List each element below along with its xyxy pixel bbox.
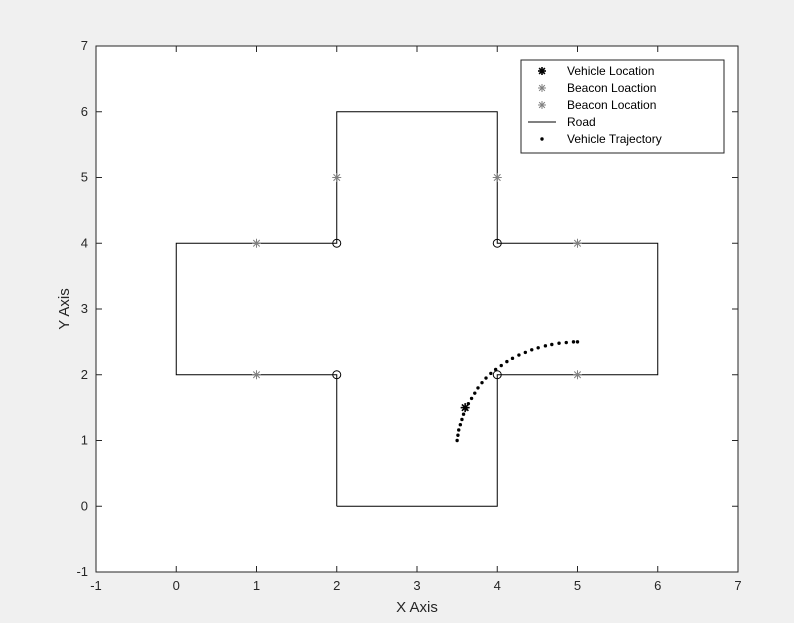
- legend-symbol-beacon-location: [538, 101, 546, 109]
- y-tick-label: 6: [81, 104, 88, 119]
- beacon-asterisk-marker-stroke: [493, 173, 501, 182]
- x-tick-label: -1: [90, 578, 102, 593]
- road-line: [175, 111, 659, 507]
- trajectory-point: [460, 417, 464, 422]
- trajectory-point: [510, 356, 515, 361]
- x-tick-label: 5: [574, 578, 581, 593]
- y-tick-label: 5: [81, 170, 88, 185]
- trajectory-point: [458, 423, 463, 427]
- trajectory-point: [550, 342, 554, 347]
- beacon-asterisk-marker: [252, 370, 261, 380]
- beacon-circle-marker: [332, 238, 342, 248]
- beacon-circle-marker: [332, 370, 342, 380]
- legend-symbol-vehicle-location: [538, 67, 546, 75]
- trajectory-point: [523, 350, 528, 355]
- trajectory-point: [575, 340, 580, 344]
- trajectory-point: [571, 340, 576, 344]
- trajectory-point: [517, 353, 521, 357]
- markers-layer: [252, 173, 582, 443]
- beacon-asterisk-marker-stroke: [252, 371, 261, 379]
- beacon-asterisk-marker-stroke: [573, 371, 582, 379]
- trajectory-point: [536, 346, 540, 350]
- beacon-asterisk-marker-stroke: [252, 239, 261, 247]
- y-tick-label: 2: [81, 367, 88, 382]
- legend-entry-vehicle-trajectory: Vehicle Trajectory: [567, 132, 662, 146]
- beacon-asterisk-marker: [573, 238, 582, 248]
- x-axis-label: X Axis: [396, 599, 438, 616]
- trajectory-point: [489, 371, 493, 376]
- x-tick-label: 0: [173, 578, 180, 593]
- x-tick-label: 2: [333, 578, 340, 593]
- trajectory-point: [499, 363, 503, 368]
- legend-symbol-vehicle-trajectory: [540, 137, 544, 141]
- beacon-asterisk-marker: [332, 173, 342, 182]
- trajectory-point: [480, 380, 484, 385]
- beacon-asterisk-marker-stroke: [573, 239, 582, 247]
- beacon-asterisk-marker-stroke: [333, 173, 341, 182]
- legend-symbols: [528, 67, 556, 141]
- trajectory-point: [473, 391, 477, 395]
- x-tick-label: 4: [494, 578, 501, 593]
- beacon-asterisk-marker: [492, 173, 502, 182]
- trajectory-point: [455, 438, 459, 443]
- trajectory-point: [530, 348, 534, 352]
- trajectory-point: [505, 359, 509, 364]
- y-tick-label: 7: [81, 38, 88, 53]
- x-tick-label: 7: [734, 578, 741, 593]
- y-tick-label: 0: [81, 498, 88, 513]
- y-axis-label: Y Axis: [56, 288, 73, 329]
- y-tick-label: 3: [81, 301, 88, 316]
- beacon-circle-marker: [492, 238, 502, 248]
- vehicle-location-marker-stroke: [461, 403, 469, 412]
- trajectory-point: [457, 428, 461, 432]
- legend-symbol-beacon-loaction: [538, 84, 546, 92]
- legend-entry-road: Road: [567, 115, 596, 129]
- ticks-layer: -1 0 1 2 3 4 5 6 7 -1 0 1 2 3 4 5 6 7: [76, 38, 741, 593]
- trajectory-point: [564, 340, 568, 345]
- beacon-asterisk-marker: [573, 370, 582, 380]
- legend-symbol-beacon-location-stroke: [538, 101, 546, 109]
- x-tick-label: 1: [253, 578, 260, 593]
- vehicle-location-marker: [460, 403, 470, 413]
- legend-box: [520, 59, 725, 154]
- legend-symbol-beacon-loaction-stroke: [538, 84, 546, 92]
- road-layer: [175, 111, 659, 507]
- y-tick-label: -1: [76, 564, 88, 579]
- beacon-circle-marker: [492, 370, 502, 380]
- trajectory-point: [456, 433, 460, 437]
- y-tick-label: 1: [81, 433, 88, 448]
- x-tick-label: 3: [413, 578, 420, 593]
- trajectory-point: [476, 386, 480, 390]
- trajectory-point: [484, 376, 488, 380]
- legend-entry-vehicle-location: Vehicle Location: [567, 64, 654, 78]
- y-tick-label: 4: [81, 235, 88, 250]
- x-tick-label: 6: [654, 578, 661, 593]
- trajectory-point: [543, 344, 548, 348]
- legend-entry-beacon-location: Beacon Location: [567, 98, 656, 112]
- legend-entry-beacon-loaction: Beacon Loaction: [567, 81, 656, 95]
- trajectory-point: [557, 341, 561, 345]
- trajectory-point: [469, 396, 474, 401]
- trajectory-point: [461, 412, 466, 416]
- legend: Vehicle Location Beacon Loaction Beacon …: [520, 59, 725, 154]
- legend-symbol-vehicle-location-stroke: [538, 67, 546, 75]
- beacon-asterisk-marker: [252, 238, 261, 248]
